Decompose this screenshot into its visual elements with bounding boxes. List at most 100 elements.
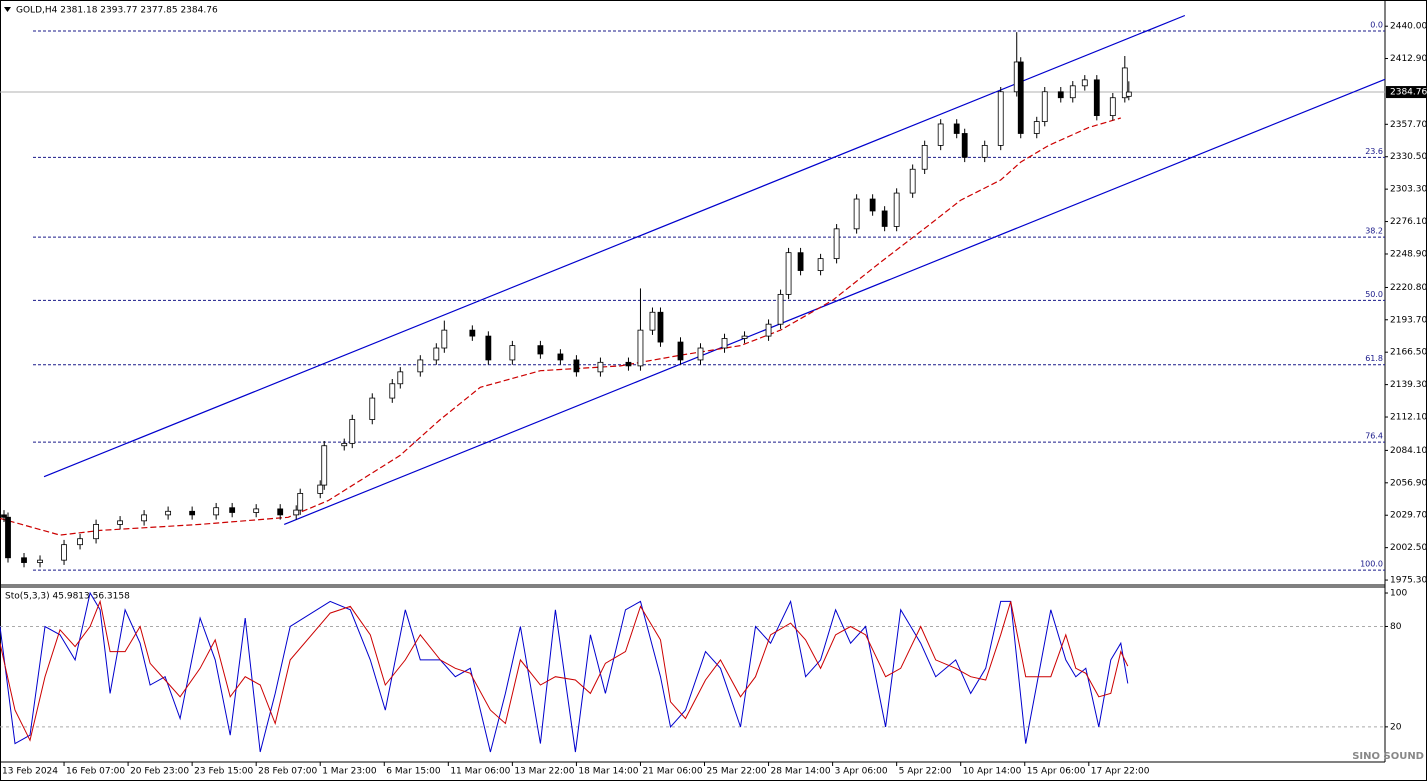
candle-body [1081,79,1088,87]
candle-body [277,508,284,516]
x-tick-label: 28 Mar 14:00 [771,767,831,777]
candle-body [397,371,404,385]
y-tick-label: 2440.00 [1390,22,1427,32]
candle-body [637,329,644,367]
candle-body [981,145,988,158]
candle-body [389,383,396,399]
candle-body [853,198,860,230]
x-tick-label: 3 Apr 06:00 [835,767,888,777]
moving-average [0,117,1121,536]
fib-label: 50.0 [1365,290,1383,299]
candle-body [417,359,424,373]
candle-body [433,347,440,361]
indicator-line [0,591,1129,753]
candle-body [697,347,704,361]
symbol-icon [4,7,11,12]
fib-label: 23.6 [1365,147,1383,156]
x-tick-label: 17 Apr 22:00 [1091,767,1150,777]
x-tick-label: 20 Feb 23:00 [130,767,189,777]
candle-body [625,361,632,367]
x-tick-label: 21 Mar 06:00 [642,767,702,777]
candle-body [777,293,784,325]
candle-body [369,397,376,420]
fib-label: 61.8 [1365,354,1383,363]
y-tick-label: 80 [1390,622,1402,632]
candle-body [921,145,928,170]
candle-body [1041,91,1048,122]
candle-body [657,311,664,343]
x-tick-label: 6 Mar 15:00 [386,767,441,777]
candle-body [77,538,83,546]
candle-body [649,311,656,331]
candle-body [1093,79,1100,117]
channel-line [43,14,1186,478]
candle-body [721,338,728,349]
candle-body [61,544,67,561]
candle-body [741,335,748,339]
candle-body [229,507,236,513]
fib-label: 100.0 [1360,560,1383,569]
y-tick-label: 20 [1390,722,1402,732]
candle-body [441,329,448,349]
candle-body [213,507,220,516]
indicator-line [0,599,1129,742]
candle-body [297,493,304,511]
y-tick-label: 2084.10 [1390,446,1427,456]
candle-body [961,133,968,158]
candle-body [21,557,27,563]
candle-body [37,559,43,563]
y-tick-label: 2029.70 [1390,511,1427,521]
x-tick-label: 13 Mar 22:00 [514,767,574,777]
candle-body [485,335,492,361]
y-tick-label: 2166.50 [1390,348,1427,358]
fib-label: 38.2 [1365,227,1383,236]
y-tick-label: 2276.10 [1390,217,1427,227]
y-tick-label: 1975.30 [1390,576,1427,586]
candle-body [93,524,99,540]
candle-body [341,442,348,447]
candle-body [797,252,804,271]
y-tick-label: 2412.90 [1390,54,1427,64]
y-tick-label: 2112.10 [1390,413,1427,423]
candle-body [817,258,824,271]
candle-body [253,508,260,513]
candle-body [1057,91,1064,99]
candle-body [1069,85,1076,99]
candle-body [189,510,196,516]
x-tick-label: 1 Mar 23:00 [322,767,377,777]
candle-body [165,510,172,516]
candle-body [141,514,148,522]
y-tick-label: 2357.70 [1390,120,1427,130]
y-tick-label: 2139.30 [1390,380,1427,390]
candle-body [765,323,772,337]
x-tick-label: 28 Feb 07:00 [258,767,317,777]
chart-title: GOLD,H4 2381.18 2393.77 2377.85 2384.76 [16,6,218,16]
y-tick-label: 2248.90 [1390,249,1427,259]
candle-body [677,341,684,361]
y-tick-label: 100 [1390,589,1407,599]
current-price-label: 2384.76 [1390,88,1427,98]
fib-label: 76.4 [1365,432,1383,441]
candle-body [117,520,123,525]
indicator-title: Sto(5,3,3) 45.9813 56.3158 [5,592,130,602]
candle-body [833,228,840,260]
y-tick-label: 2002.50 [1390,543,1427,553]
candle-body [1121,67,1128,99]
candle-body [509,345,516,361]
candle-body [1125,91,1132,97]
x-tick-label: 18 Mar 14:00 [578,767,638,777]
candle-body [893,192,900,227]
candle-body [997,91,1004,146]
candle-body [317,484,324,494]
candle-body [881,210,888,227]
current-price-box [1386,86,1426,99]
x-tick-label: 10 Apr 14:00 [963,767,1022,777]
x-tick-label: 13 Feb 2024 [2,767,58,777]
y-tick-label: 2303.30 [1390,185,1427,195]
y-tick-label: 2193.70 [1390,315,1427,325]
candle-body [597,361,604,373]
candle-body [321,445,328,486]
y-tick-label: 2056.90 [1390,478,1427,488]
x-tick-label: 16 Feb 07:00 [66,767,125,777]
